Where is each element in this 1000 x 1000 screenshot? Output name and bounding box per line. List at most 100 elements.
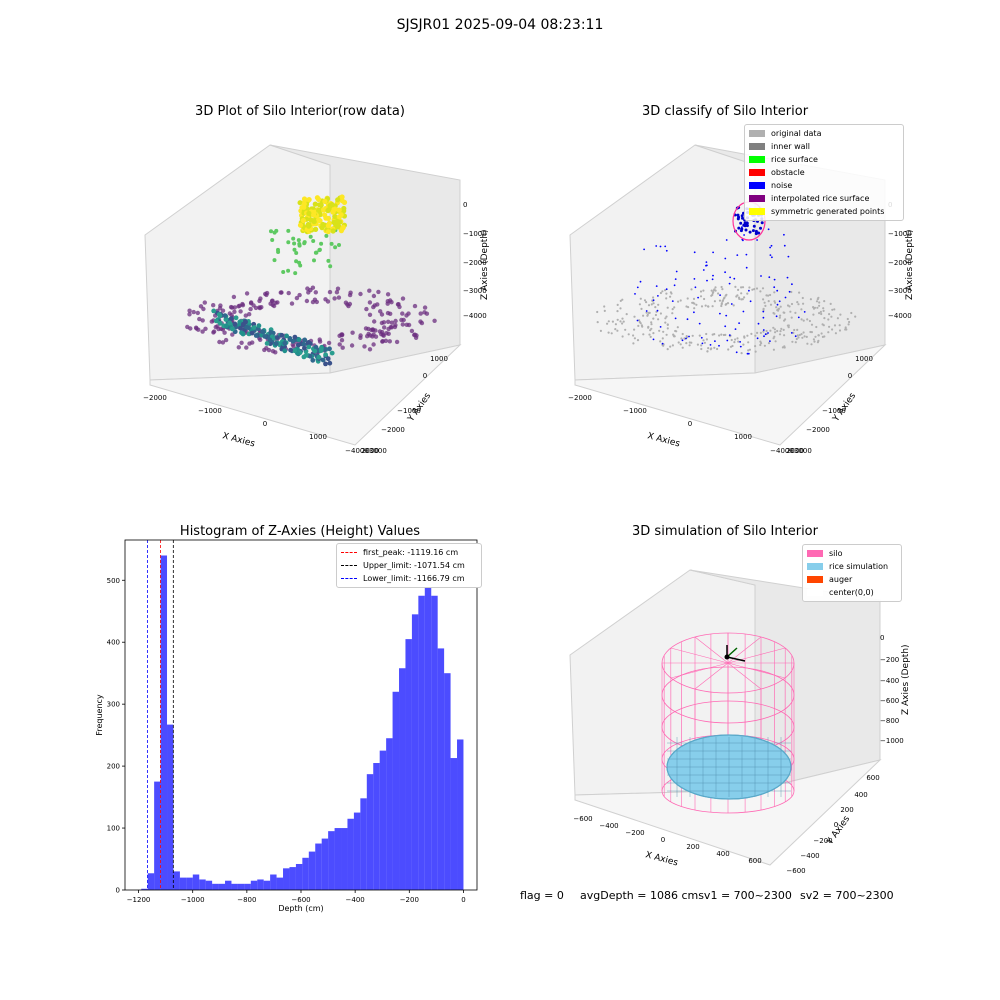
raw-point	[244, 291, 250, 296]
raw-point	[334, 218, 340, 224]
original-data-point	[691, 301, 694, 304]
original-data-point	[727, 348, 730, 351]
raw-point	[406, 311, 411, 316]
raw-point	[288, 347, 293, 353]
original-data-point	[754, 334, 757, 337]
noise-point	[751, 229, 755, 233]
raw-point	[386, 319, 391, 324]
original-data-point	[773, 291, 776, 294]
original-data-point	[680, 337, 683, 340]
raw-point	[289, 301, 295, 306]
original-data-point	[782, 311, 785, 314]
original-data-point	[665, 292, 668, 295]
noise-point	[797, 316, 800, 319]
raw-point	[319, 241, 324, 246]
original-data-point	[779, 314, 782, 317]
original-data-point	[839, 313, 842, 316]
y-tick-label: 0	[116, 887, 120, 895]
original-data-point	[659, 340, 662, 343]
x-tick-label: 1000	[309, 433, 327, 441]
original-data-point	[750, 332, 753, 335]
raw-point	[307, 353, 313, 359]
legend-entry: interpolated rice surface	[749, 192, 899, 205]
original-data-point	[844, 328, 847, 331]
original-data-point	[754, 350, 757, 353]
original-data-point	[796, 328, 799, 331]
original-data-point	[833, 308, 836, 311]
original-data-point	[664, 321, 667, 324]
raw-point	[232, 321, 238, 327]
x-tick-label: −400	[599, 822, 618, 830]
noise-point	[794, 335, 797, 338]
noise-point	[673, 284, 676, 287]
legend-swatch	[749, 143, 765, 150]
original-data-point	[783, 319, 786, 322]
original-data-point	[772, 337, 775, 340]
original-data-point	[793, 328, 796, 332]
histogram-bar	[424, 586, 432, 890]
noise-point	[767, 332, 769, 334]
original-data-point	[746, 292, 749, 295]
noise-point	[739, 221, 743, 225]
raw-point	[223, 337, 229, 343]
raw-point	[230, 332, 235, 337]
raw-point	[228, 304, 234, 310]
noise-point	[784, 296, 787, 299]
raw-point	[330, 209, 336, 215]
noise-point	[776, 289, 779, 292]
original-data-point	[759, 343, 762, 347]
raw-point	[286, 228, 291, 233]
original-data-point	[783, 334, 786, 337]
original-data-point	[737, 340, 740, 343]
raw-point	[262, 347, 267, 353]
noise-point	[756, 337, 759, 340]
raw-point	[348, 290, 353, 295]
noise-point	[803, 311, 806, 313]
noise-point	[655, 285, 658, 287]
original-data-point	[622, 320, 625, 323]
legend-label: interpolated rice surface	[771, 194, 870, 203]
original-data-point	[619, 307, 622, 310]
original-data-point	[801, 336, 804, 339]
noise-point	[719, 294, 721, 296]
original-data-point	[740, 352, 743, 355]
noise-point	[726, 339, 729, 342]
histogram-bar	[411, 614, 419, 890]
original-data-point	[823, 317, 826, 320]
original-data-point	[662, 330, 665, 333]
legend-entry: Upper_limit: -1071.54 cm	[341, 559, 477, 572]
raw-point	[220, 340, 226, 345]
original-data-point	[649, 335, 652, 338]
original-data-point	[754, 345, 757, 348]
original-data-point	[671, 344, 674, 347]
noise-point	[773, 286, 776, 289]
original-data-point	[704, 304, 707, 307]
original-data-point	[693, 302, 696, 305]
raw-point	[211, 308, 217, 314]
y-tick-label: 1000	[855, 355, 873, 363]
original-data-point	[674, 329, 677, 333]
x-tick-label: 2000	[786, 447, 804, 455]
original-data-point	[596, 310, 599, 314]
raw-point	[297, 260, 302, 265]
original-data-point	[695, 303, 698, 306]
original-data-point	[677, 300, 680, 303]
original-data-point	[740, 286, 743, 289]
histogram-bar	[386, 738, 393, 890]
raw-point	[349, 343, 355, 348]
raw-point	[325, 208, 331, 214]
original-data-point	[652, 302, 655, 305]
original-data-point	[640, 307, 643, 310]
original-data-point	[779, 305, 782, 308]
original-data-point	[833, 324, 837, 327]
noise-point	[771, 256, 773, 259]
x-tick-label: 0	[461, 896, 465, 904]
original-data-point	[688, 344, 691, 347]
y-tick-label: −3000	[788, 447, 812, 455]
original-data-point	[669, 345, 672, 348]
noise-point	[791, 283, 793, 286]
y-tick-label: 400	[107, 639, 120, 647]
raw-point	[404, 322, 409, 327]
original-data-point	[654, 306, 657, 309]
raw-point	[323, 352, 328, 358]
